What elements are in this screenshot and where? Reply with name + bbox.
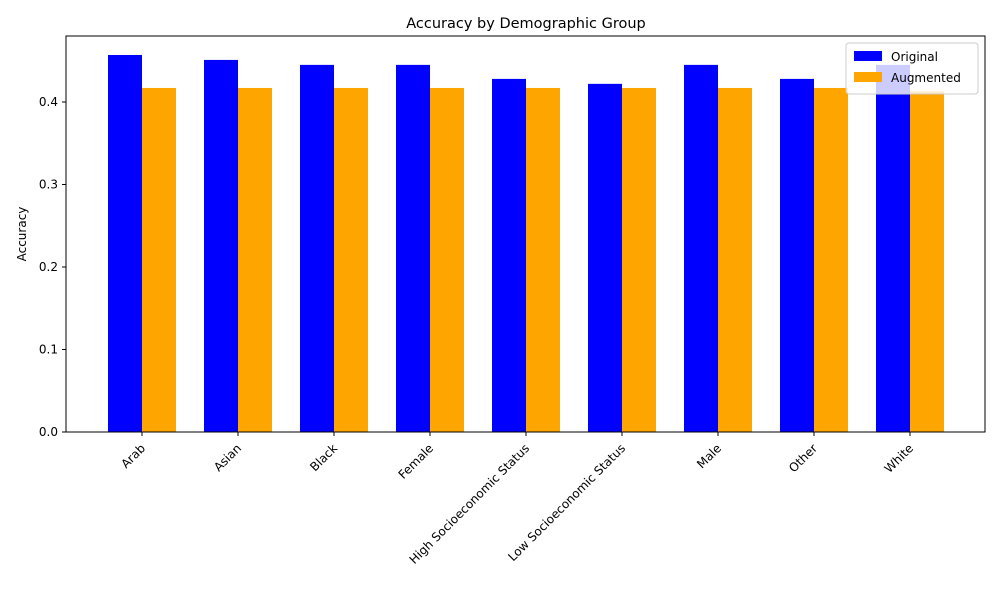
y-tick-label-4: 0.4: [39, 95, 58, 109]
bar-augmented-8: [910, 91, 944, 433]
y-tick-label-2: 0.2: [39, 260, 58, 274]
x-tick-label-3: Female: [396, 441, 437, 482]
bar-augmented-7: [814, 87, 848, 432]
legend-swatch-original: [854, 51, 882, 61]
y-tick-label-0: 0.0: [39, 425, 58, 439]
y-tick-label-3: 0.3: [39, 178, 58, 192]
bar-augmented-1: [238, 87, 272, 432]
legend: Original Augmented: [845, 42, 979, 95]
x-tick-label-6: Male: [694, 441, 724, 471]
bar-original-3: [396, 64, 430, 432]
bar-original-4: [492, 78, 526, 433]
bar-original-0: [108, 54, 142, 432]
bar-original-6: [684, 64, 718, 432]
bars-layer: [108, 54, 944, 433]
legend-label-original: Original: [891, 50, 938, 64]
x-tick-label-5: Low Socioeconomic Status: [505, 441, 628, 564]
x-tick-label-2: Black: [307, 441, 340, 474]
bar-augmented-0: [142, 87, 176, 432]
x-tick-label-7: Other: [786, 441, 820, 475]
bar-augmented-3: [430, 87, 464, 432]
bar-augmented-6: [718, 87, 752, 432]
x-tick-label-8: White: [882, 441, 917, 476]
bar-original-7: [780, 78, 814, 433]
y-tick-label-1: 0.1: [39, 343, 58, 357]
bar-augmented-5: [622, 87, 656, 432]
chart-title: Accuracy by Demographic Group: [406, 16, 645, 32]
x-tick-label-0: Arab: [118, 441, 148, 471]
y-axis-label: Accuracy: [15, 207, 29, 262]
legend-label-augmented: Augmented: [891, 71, 961, 85]
bar-original-5: [588, 83, 622, 432]
bar-original-2: [300, 64, 334, 432]
x-tick-label-1: Asian: [211, 441, 244, 474]
bar-original-1: [204, 59, 238, 433]
legend-swatch-augmented: [854, 72, 882, 82]
bar-augmented-2: [334, 87, 368, 432]
bar-augmented-4: [526, 87, 560, 432]
bar-original-8: [876, 64, 910, 432]
